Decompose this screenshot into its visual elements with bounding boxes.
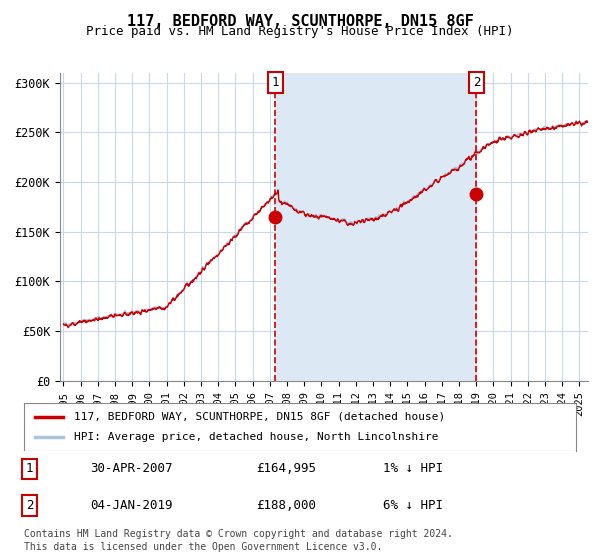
Text: This data is licensed under the Open Government Licence v3.0.: This data is licensed under the Open Gov… [24, 542, 382, 552]
Text: 117, BEDFORD WAY, SCUNTHORPE, DN15 8GF: 117, BEDFORD WAY, SCUNTHORPE, DN15 8GF [127, 14, 473, 29]
Text: 1: 1 [272, 76, 279, 89]
Text: 30-APR-2007: 30-APR-2007 [90, 463, 173, 475]
Text: HPI: Average price, detached house, North Lincolnshire: HPI: Average price, detached house, Nort… [74, 432, 438, 442]
Text: 117, BEDFORD WAY, SCUNTHORPE, DN15 8GF (detached house): 117, BEDFORD WAY, SCUNTHORPE, DN15 8GF (… [74, 412, 445, 422]
Text: 2: 2 [473, 76, 480, 89]
Text: 2: 2 [26, 499, 33, 512]
Text: 1% ↓ HPI: 1% ↓ HPI [383, 463, 443, 475]
Text: 04-JAN-2019: 04-JAN-2019 [90, 499, 173, 512]
Text: 6% ↓ HPI: 6% ↓ HPI [383, 499, 443, 512]
Text: 1: 1 [26, 463, 33, 475]
Text: Contains HM Land Registry data © Crown copyright and database right 2024.: Contains HM Land Registry data © Crown c… [24, 529, 453, 539]
Text: £164,995: £164,995 [256, 463, 316, 475]
Text: £188,000: £188,000 [256, 499, 316, 512]
Text: Price paid vs. HM Land Registry's House Price Index (HPI): Price paid vs. HM Land Registry's House … [86, 25, 514, 38]
